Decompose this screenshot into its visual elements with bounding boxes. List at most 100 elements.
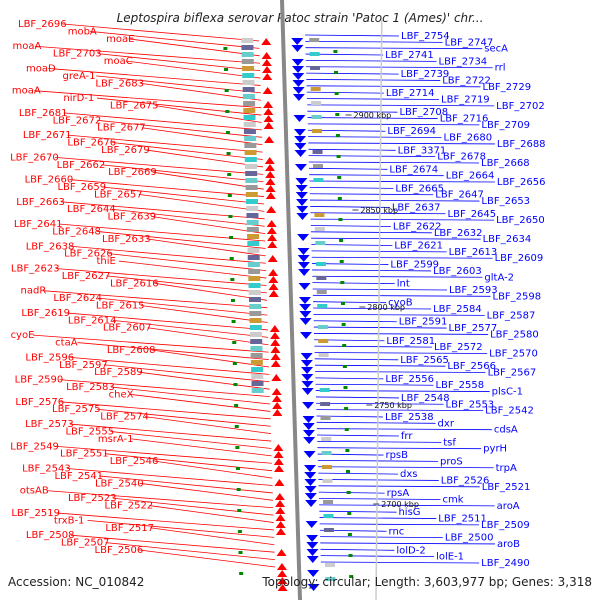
right-gene-label[interactable]: LBF_2511 [438,514,487,525]
left-gene-label[interactable]: LBF_2675 [110,100,159,111]
left-gene-label[interactable]: LBF_2523 [68,493,117,504]
right-gene-label[interactable]: dxs [400,469,417,480]
left-gene-label[interactable]: LBF_2627 [62,271,111,282]
right-gene-label[interactable]: aroA [497,501,520,512]
right-gene-label[interactable]: LBF_2716 [440,114,489,125]
right-gene-label[interactable]: LBF_2570 [489,348,538,359]
left-gene-label[interactable]: cyoE [11,330,35,341]
right-gene-label[interactable]: LBF_2653 [481,196,530,207]
right-gene-label[interactable]: lnt [397,279,410,290]
right-gene-label[interactable]: LBF_2634 [483,234,532,245]
left-gene-label[interactable]: LBF_2659 [57,182,106,193]
left-gene-label[interactable]: LBF_2670 [10,152,59,163]
right-gene-label[interactable]: LBF_2591 [399,317,448,328]
right-gene-label[interactable]: LBF_2609 [495,253,544,264]
right-gene-label[interactable]: frr [401,431,413,442]
right-gene-label[interactable]: LBF_2650 [496,215,545,226]
right-gene-label[interactable]: hisG [398,507,420,518]
left-gene-label[interactable]: LBF_2696 [18,19,67,30]
right-gene-label[interactable]: LBF_2500 [445,533,494,544]
right-gene-label[interactable]: LBF_2668 [481,158,530,169]
right-gene-label[interactable]: lolD-2 [396,545,425,556]
left-gene-label[interactable]: ctaA [55,338,78,349]
right-gene-label[interactable]: LBF_2702 [496,101,545,112]
right-gene-label[interactable]: LBF_2538 [385,412,434,423]
right-gene-label[interactable]: LBF_2613 [449,247,498,258]
left-gene-label[interactable]: LBF_2662 [57,160,106,171]
right-gene-label[interactable]: pyrH [483,444,507,455]
left-gene-label[interactable]: LBF_2663 [16,197,65,208]
right-gene-label[interactable]: LBF_2603 [433,266,482,277]
right-gene-label[interactable]: aroB [497,539,520,550]
right-gene-label[interactable]: LBF_2656 [497,177,546,188]
left-gene-label[interactable]: LBF_2614 [68,315,117,326]
left-gene-label[interactable]: LBF_2574 [100,412,149,423]
left-gene-label[interactable]: LBF_2573 [25,419,74,430]
left-gene-label[interactable]: LBF_2616 [110,278,159,289]
left-gene-label[interactable]: LBF_2648 [52,226,101,237]
left-gene-label[interactable]: LBF_2590 [15,375,64,386]
left-gene-label[interactable]: LBF_2519 [11,508,60,519]
right-gene-label[interactable]: LBF_2647 [435,190,484,201]
left-gene-label[interactable]: moaD [26,63,56,74]
left-gene-label[interactable]: LBF_2683 [95,78,144,89]
right-gene-label[interactable]: LBF_2694 [387,126,436,137]
right-gene-label[interactable]: LBF_2572 [434,342,483,353]
left-gene-label[interactable]: LBF_2660 [25,175,74,186]
left-gene-label[interactable]: LBF_2619 [21,308,70,319]
left-gene-label[interactable]: LBF_2626 [64,249,113,260]
right-gene-label[interactable]: LBF_3371 [398,145,447,156]
left-gene-label[interactable]: LBF_2633 [102,234,151,245]
right-gene-label[interactable]: LBF_2674 [389,164,438,175]
left-gene-label[interactable]: msrA-1 [98,434,134,445]
right-gene-label[interactable]: LBF_2566 [447,361,496,372]
left-gene-label[interactable]: LBF_2555 [65,426,114,437]
right-gene-label[interactable]: LBF_2722 [442,75,491,86]
left-gene-label[interactable]: LBF_2677 [97,123,146,134]
left-gene-label[interactable]: nirD-1 [63,93,94,104]
right-gene-label[interactable]: cyoB [388,298,413,309]
left-gene-label[interactable]: LBF_2589 [94,367,143,378]
left-gene-label[interactable]: LBF_2657 [94,189,143,200]
right-gene-label[interactable]: lolE-1 [436,552,464,563]
left-gene-label[interactable]: LBF_2522 [105,501,154,512]
right-gene-label[interactable]: LBF_2678 [437,152,486,163]
left-gene-label[interactable]: otsAB [20,486,49,497]
left-gene-label[interactable]: LBF_2623 [11,263,60,274]
right-gene-label[interactable]: LBF_2581 [386,336,435,347]
right-gene-label[interactable]: LBF_2734 [439,56,488,67]
left-gene-label[interactable]: cheX [109,389,134,400]
left-gene-label[interactable]: LBF_2596 [25,352,74,363]
right-gene-label[interactable]: LBF_2747 [445,37,494,48]
left-gene-label[interactable]: moaA [12,86,41,97]
right-gene-label[interactable]: LBF_2688 [497,139,546,150]
right-gene-label[interactable]: LBF_2741 [385,50,434,61]
right-gene-label[interactable]: LBF_2593 [449,285,498,296]
right-gene-label[interactable]: LBF_2553 [446,399,495,410]
right-gene-label[interactable]: rrl [495,63,506,74]
right-gene-label[interactable]: LBF_2632 [434,228,483,239]
right-gene-label[interactable]: rnc [389,526,405,537]
right-gene-label[interactable]: LBF_2621 [394,241,443,252]
right-gene-label[interactable]: gltA-2 [484,272,514,283]
left-gene-label[interactable]: LBF_2639 [107,212,156,223]
right-gene-label[interactable]: LBF_2708 [399,107,448,118]
left-gene-label[interactable]: LBF_2551 [60,449,109,460]
right-gene-label[interactable]: LBF_2665 [395,183,444,194]
right-gene-label[interactable]: LBF_2548 [401,393,450,404]
right-gene-label[interactable]: LBF_2709 [481,120,530,131]
left-gene-label[interactable]: LBF_2679 [101,145,150,156]
left-gene-label[interactable]: LBF_2583 [66,382,115,393]
left-gene-label[interactable]: LBF_2597 [59,360,108,371]
right-gene-label[interactable]: LBF_2645 [448,209,497,220]
right-gene-label[interactable]: LBF_2565 [400,355,449,366]
left-gene-label[interactable]: LBF_2576 [15,397,64,408]
right-gene-label[interactable]: LBF_2719 [441,94,490,105]
left-gene-label[interactable]: thiE [96,256,115,267]
left-gene-label[interactable]: moaC [104,56,133,67]
left-gene-label[interactable]: LBF_2703 [53,49,102,60]
left-gene-label[interactable]: LBF_2507 [61,538,110,549]
right-gene-label[interactable]: LBF_2587 [487,310,536,321]
left-gene-label[interactable]: LBF_2540 [95,478,144,489]
right-gene-label[interactable]: cdsA [494,425,518,436]
